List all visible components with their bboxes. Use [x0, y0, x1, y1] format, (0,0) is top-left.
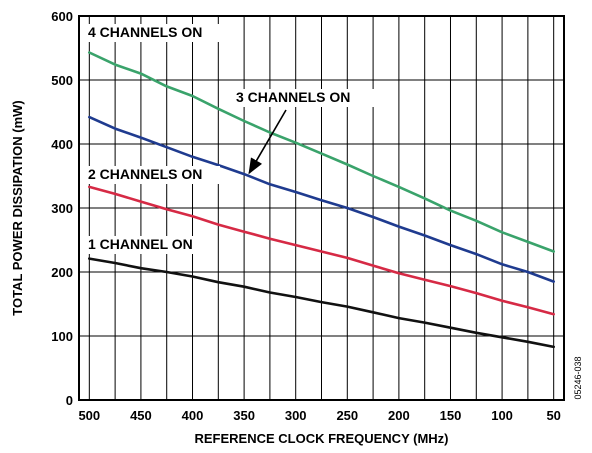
x-tick-label: 100 — [491, 408, 513, 423]
x-tick-label: 300 — [285, 408, 307, 423]
x-tick-label: 500 — [78, 408, 100, 423]
x-tick-label: 450 — [130, 408, 152, 423]
y-tick-label: 600 — [51, 9, 73, 24]
x-tick-label: 50 — [546, 408, 560, 423]
y-tick-label: 0 — [66, 393, 73, 408]
x-tick-label: 150 — [440, 408, 462, 423]
y-tick-label: 400 — [51, 137, 73, 152]
x-tick-label: 400 — [182, 408, 204, 423]
figure-code: 05246-038 — [573, 356, 583, 399]
y-axis-title: TOTAL POWER DISSIPATION (mW) — [10, 100, 25, 315]
annotation-arrow — [248, 109, 287, 175]
annotation-background — [86, 236, 210, 254]
y-tick-label: 100 — [51, 329, 73, 344]
y-tick-label: 500 — [51, 73, 73, 88]
y-tick-label: 300 — [51, 201, 73, 216]
series-line-2-channels-on — [88, 185, 556, 316]
x-tick-label: 200 — [388, 408, 410, 423]
y-tick-label: 200 — [51, 265, 73, 280]
series-line-1-channel-on — [88, 257, 556, 349]
annotation-background — [86, 24, 234, 42]
series-annotations: 4 CHANNELS ON 3 CHANNELS ON 2 CHANNELS ON 1… — [86, 24, 374, 254]
series-annotation: 2 CHANNELS ON — [88, 166, 202, 182]
grid — [79, 15, 564, 401]
plot-frame — [78, 15, 565, 401]
x-tick-label: 250 — [336, 408, 358, 423]
x-axis-title: REFERENCE CLOCK FREQUENCY (MHz) — [195, 431, 449, 446]
annotation-background — [86, 166, 220, 184]
series-lines — [88, 51, 556, 349]
series-annotation: 4 CHANNELS ON — [88, 24, 202, 40]
series-line-3-channels-on — [88, 115, 556, 283]
x-tick-label: 350 — [233, 408, 255, 423]
series-line-4-channels-on — [88, 51, 556, 253]
series-annotation: 3 CHANNELS ON — [236, 89, 350, 105]
tick-labels: 500 450 400 350 300 250 200 150 100 5001002003004… — [51, 9, 561, 423]
series-annotation: 1 CHANNEL ON — [88, 236, 193, 252]
annotation-background — [232, 89, 374, 107]
